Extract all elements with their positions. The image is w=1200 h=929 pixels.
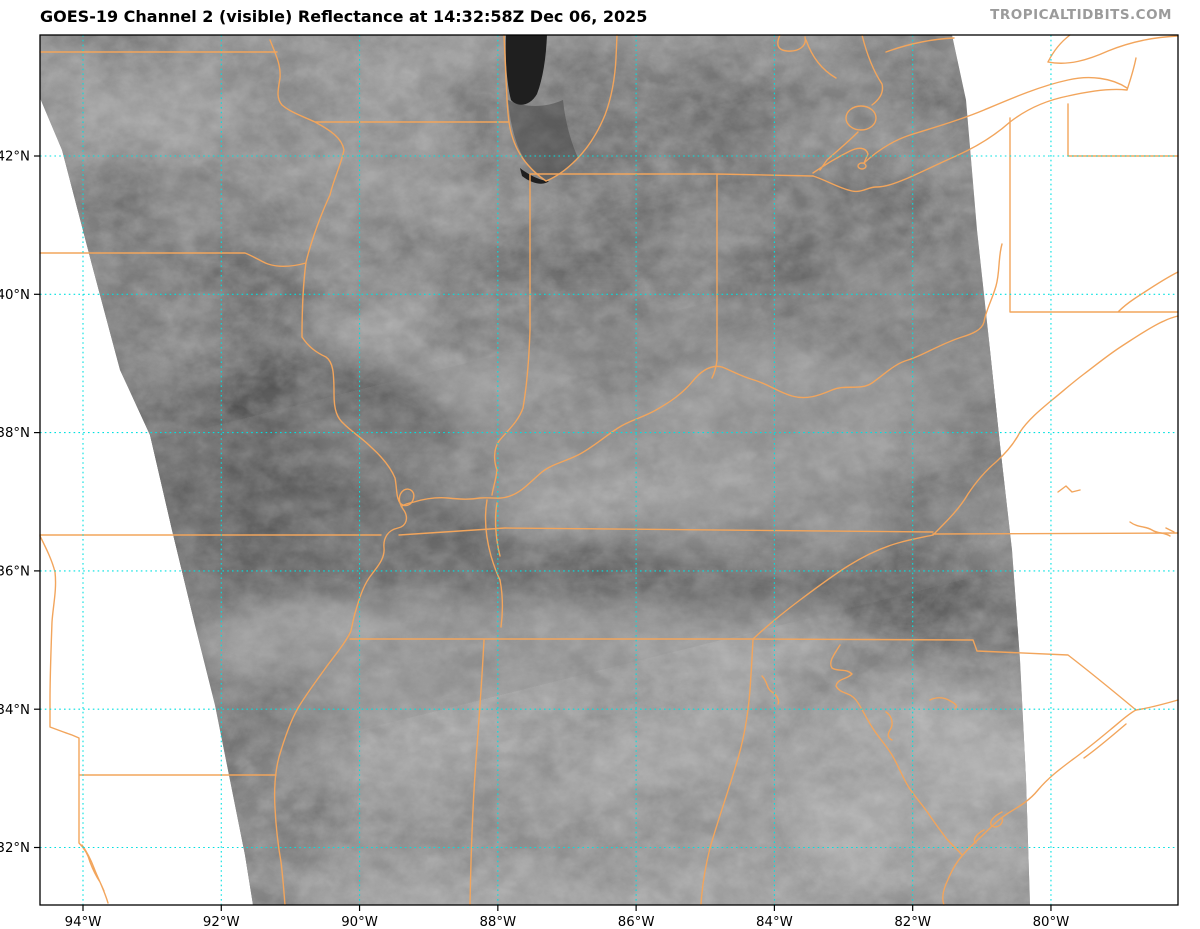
lon-tick-label: 82°W bbox=[894, 915, 931, 929]
lat-tick-label: 32°N bbox=[0, 841, 30, 856]
lake-st-clair-outline bbox=[845, 105, 877, 131]
kentucky-tennessee-borders bbox=[39, 315, 1179, 628]
latlon-gridlines bbox=[40, 35, 1178, 905]
south-borders bbox=[349, 534, 1137, 906]
satellite-swath-imagery bbox=[40, 35, 1030, 905]
lon-tick-label: 92°W bbox=[203, 915, 240, 929]
plot-border bbox=[39, 34, 1179, 906]
lon-tick-label: 84°W bbox=[756, 915, 793, 929]
axis-tick-labels: 94°W 92°W 90°W 88°W 86°W 84°W 82°W 80°W 42°N 40°N… bbox=[0, 150, 1069, 929]
state-and-coast-boundaries bbox=[39, 34, 1179, 906]
ohio-river bbox=[401, 243, 1003, 507]
lon-tick-label: 86°W bbox=[618, 915, 655, 929]
lat-tick-label: 40°N bbox=[0, 288, 30, 303]
great-lakes-northeast bbox=[777, 34, 1179, 193]
cirrus-streaks bbox=[40, 185, 1030, 820]
lon-tick-label: 88°W bbox=[479, 915, 516, 929]
watermark: TROPICALTIDBITS.COM bbox=[990, 7, 1172, 23]
lon-tick-label: 94°W bbox=[65, 915, 102, 929]
lake-michigan-outline bbox=[503, 34, 618, 182]
atlantic-coastline bbox=[941, 699, 1179, 906]
midwest-borders bbox=[39, 39, 814, 906]
lake-michigan-water bbox=[505, 35, 578, 184]
virginia-lakes bbox=[929, 485, 1175, 709]
lon-tick-label: 80°W bbox=[1033, 915, 1070, 929]
axis-ticks bbox=[34, 155, 1052, 911]
lat-tick-label: 42°N bbox=[0, 150, 30, 165]
arkansas-louisiana-borders bbox=[39, 535, 277, 904]
lon-tick-label: 90°W bbox=[341, 915, 378, 929]
figure-title: GOES-19 Channel 2 (visible) Reflectance … bbox=[40, 7, 647, 26]
lat-tick-label: 36°N bbox=[0, 565, 30, 580]
lat-tick-label: 34°N bbox=[0, 703, 30, 718]
northeast-borders bbox=[1009, 103, 1179, 313]
lat-tick-label: 38°N bbox=[0, 426, 30, 441]
